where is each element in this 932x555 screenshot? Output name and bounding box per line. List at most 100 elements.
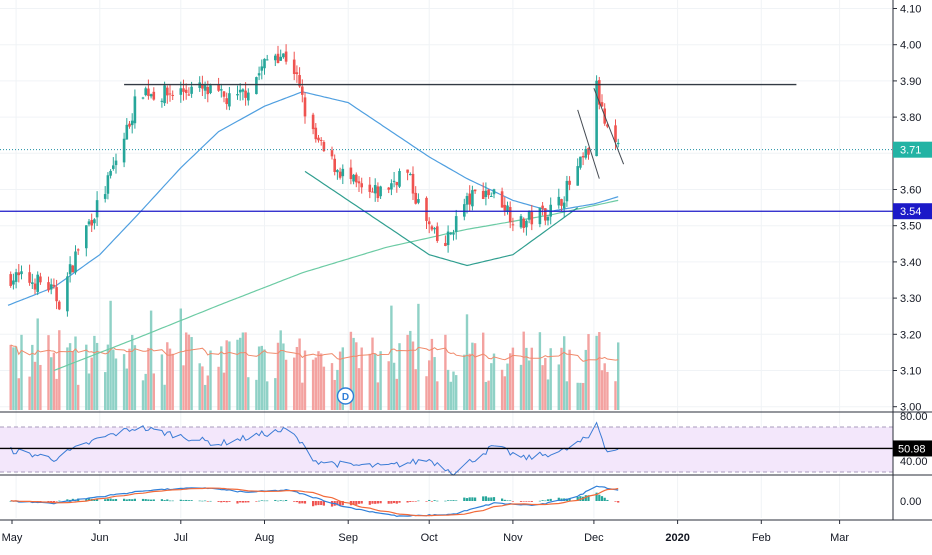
volume-bar: [600, 370, 604, 410]
candle-body: [546, 216, 550, 221]
candle-body: [114, 160, 118, 166]
dividend-marker-circle[interactable]: [336, 387, 355, 405]
candle-body: [106, 175, 110, 194]
macd-histogram-bar: [511, 501, 514, 502]
candle-body: [519, 216, 523, 228]
volume-bar: [598, 332, 601, 410]
macd-histogram-bar: [301, 501, 304, 504]
volume-moving-average: [10, 344, 619, 362]
macd-histogram-bar: [519, 501, 523, 502]
macd-histogram-bar: [66, 499, 69, 501]
candle-body: [85, 225, 88, 249]
candle-body: [487, 189, 490, 196]
volume-bar: [203, 384, 207, 410]
macd-histogram-bar: [141, 498, 145, 501]
candle-body: [557, 196, 561, 206]
macd-histogram-bar: [568, 498, 571, 501]
candle-body: [409, 174, 412, 176]
candle-body: [217, 84, 220, 91]
candle-body: [133, 96, 137, 124]
volume-bar: [28, 376, 31, 410]
candle-body: [257, 73, 261, 76]
volume-bar: [284, 359, 288, 410]
macd-histogram-bar: [247, 501, 250, 503]
candle-body: [360, 183, 363, 188]
flag-upper-line: [593, 87, 625, 165]
candle-body: [525, 220, 528, 228]
time-axis-tick-label: Aug: [255, 532, 275, 544]
macd-histogram-bar: [425, 501, 428, 502]
volume-bar: [87, 373, 91, 410]
macd-histogram-bar: [52, 501, 55, 503]
rsi-axis-tick-label: 80.00: [900, 411, 928, 423]
candle-body: [295, 72, 299, 75]
macd-histogram-bar: [182, 500, 185, 501]
volume-bar: [209, 350, 212, 410]
macd-histogram-bar: [541, 500, 544, 501]
volume-bar: [576, 382, 579, 410]
volume-bar: [171, 353, 174, 410]
macd-histogram-bar: [220, 501, 223, 503]
volume-bar: [525, 347, 528, 410]
candle-body: [417, 199, 420, 203]
candle-body: [109, 170, 112, 176]
macd-histogram-bar: [285, 499, 288, 501]
candle-body: [414, 192, 417, 204]
volume-bar: [166, 342, 169, 410]
candle-body: [433, 228, 436, 230]
macd-histogram-bar: [239, 501, 242, 503]
volume-bar: [241, 332, 245, 410]
candle-body: [465, 196, 469, 205]
volume-bar: [31, 344, 34, 410]
macd-histogram-bar: [484, 496, 487, 501]
candle-body: [581, 156, 585, 158]
macd-histogram-bar: [557, 497, 560, 501]
candle-body: [314, 127, 318, 140]
price-axis-tick-label: 3.40: [900, 257, 921, 269]
volume-bar: [122, 354, 126, 410]
volume-bar: [68, 343, 72, 410]
macd-histogram-bar: [166, 499, 169, 501]
volume-bar: [179, 308, 182, 410]
macd-histogram-bar: [125, 499, 128, 501]
candle-body: [68, 264, 72, 275]
macd-histogram-bar: [50, 501, 53, 502]
candle-body: [130, 120, 134, 126]
macd-histogram-bar: [487, 497, 490, 501]
candle-body: [190, 86, 193, 94]
candle-body: [187, 94, 191, 96]
volume-bar: [614, 381, 617, 410]
rsi-pane: [0, 421, 893, 476]
candle-body: [560, 199, 563, 206]
candle-body: [122, 138, 126, 163]
volume-bar: [484, 381, 488, 410]
support-level-label: 3.54: [900, 206, 921, 218]
volume-bar: [360, 347, 363, 410]
price-axis-tick-label: 3.10: [900, 366, 921, 378]
price-axis-tick-label: 3.80: [900, 112, 921, 124]
candle-body: [463, 204, 466, 217]
candle-body: [600, 102, 604, 107]
volume-bar: [527, 360, 531, 410]
candle-body: [125, 124, 129, 140]
macd-histogram-bar: [436, 500, 439, 502]
candle-body: [544, 208, 547, 221]
candle-body: [368, 184, 372, 192]
macd-histogram-bar: [87, 498, 91, 501]
candle-body: [406, 169, 409, 173]
macd-histogram-bar: [266, 500, 269, 502]
macd-histogram-bar: [58, 500, 61, 502]
volume-bar: [95, 342, 99, 410]
candle-body: [179, 88, 183, 95]
macd-histogram-bar: [276, 500, 280, 502]
volume-bar: [298, 338, 301, 410]
rsi-band-fill: [0, 427, 893, 473]
volume-bar: [563, 336, 566, 410]
candle-body: [538, 207, 542, 225]
volume-bar: [587, 334, 590, 410]
macd-histogram-bar: [190, 500, 193, 501]
volume-bar: [133, 345, 137, 410]
volume-bar: [352, 337, 355, 410]
candle-body: [395, 182, 399, 186]
